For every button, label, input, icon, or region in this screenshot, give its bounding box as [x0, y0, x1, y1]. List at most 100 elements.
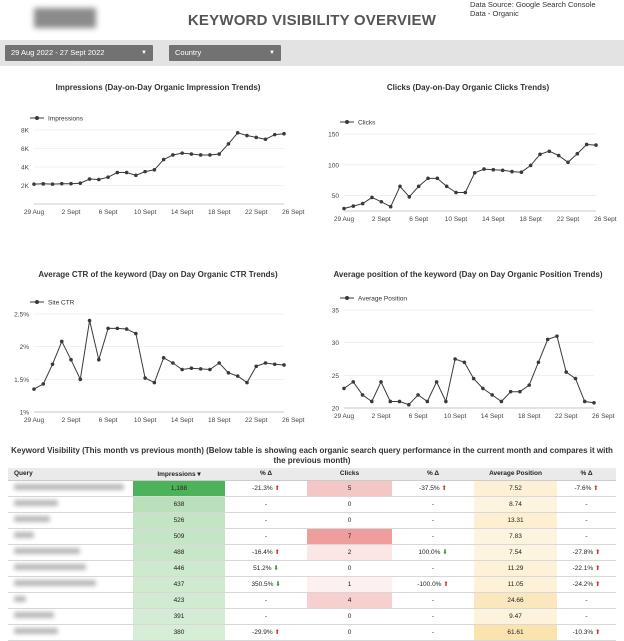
clicks-change-cell: - [392, 512, 474, 529]
arrow-up-icon: ⬆ [593, 549, 601, 556]
impressions-change-cell: -29.9% ⬆ [225, 624, 307, 641]
data-point [471, 376, 476, 381]
data-type-line: Data - Organic [470, 9, 519, 18]
table-row[interactable]: 380 -29.9% ⬆ 0-61.61 -10.3% ⬆ [8, 624, 616, 641]
impressions-cell: 380 [133, 624, 225, 641]
column-header-clicks-change[interactable]: % Δ [392, 468, 474, 481]
change-value: - [585, 532, 588, 540]
data-point [481, 386, 485, 391]
change-value: 350.5% [251, 581, 274, 588]
arrow-down-icon: ⬇ [440, 549, 448, 556]
clicks-change-cell: -100.0% ⬆ [392, 576, 474, 593]
data-point [78, 181, 83, 185]
arrow-up-icon: ⬆ [272, 485, 280, 492]
change-value: -29.9% [252, 629, 273, 636]
data-point [171, 361, 175, 365]
table-row[interactable]: 1,188 -21.3% ⬆ 5 -37.5% ⬆ 7.52 -7.6% ⬆ [8, 480, 616, 497]
y-tick-label: 150 [328, 132, 339, 139]
data-point [444, 184, 449, 189]
data-point [444, 399, 448, 404]
data-point [171, 153, 175, 157]
impressions-cell: 423 [133, 592, 225, 609]
data-point [370, 195, 374, 200]
x-tick-label: 22 Sept [557, 216, 580, 223]
clicks-change-cell: -37.5% ⬆ [392, 480, 474, 497]
data-point [97, 357, 101, 362]
table-row[interactable]: 638 - 0 - 8.74 - [8, 496, 616, 513]
clicks-change-cell: - [392, 560, 474, 577]
clicks-cell: 1 [307, 576, 392, 593]
table-row[interactable]: 526 - 0 - 13.31 - [8, 512, 616, 529]
table-row[interactable]: 488 -16.4% ⬆ 2 100.0% ⬇ 7.54 -27.8% ⬆ [8, 544, 616, 561]
data-point [508, 389, 513, 394]
y-tick-label: 30 [332, 340, 340, 347]
x-tick-label: 29 Aug [24, 417, 45, 424]
arrow-up-icon: ⬆ [593, 581, 601, 588]
y-tick-label: 2.5% [14, 312, 29, 319]
redacted-query-text [14, 516, 50, 522]
arrow-up-icon: ⬆ [441, 581, 449, 588]
data-point [50, 362, 55, 367]
clicks-cell: 5 [307, 480, 392, 497]
data-point [115, 170, 120, 175]
data-point [351, 204, 356, 208]
data-point [388, 204, 393, 209]
data-point [510, 169, 514, 174]
table-row[interactable]: 437 350.5% ⬇ 1 -100.0% ⬆ 11.05 -24.2% ⬆ [8, 576, 616, 593]
data-point [545, 337, 550, 342]
y-tick-label: 100 [328, 162, 339, 169]
data-point [106, 326, 110, 331]
series-line [343, 335, 595, 406]
column-header-position-change[interactable]: % Δ [557, 468, 616, 481]
table-row[interactable]: 509 - 7 - 7.83 - [8, 528, 616, 545]
data-point [78, 377, 83, 382]
data-point [426, 176, 430, 181]
column-header-impressions-change[interactable]: % Δ [225, 468, 307, 481]
data-point [41, 182, 46, 186]
x-tick-label: 2 Sept [372, 413, 391, 420]
position-change-cell: -22.1% ⬆ [557, 560, 616, 577]
country-filter[interactable]: Country ▼ [169, 45, 281, 61]
chart-title: Average position of the keyword (Day on … [333, 270, 603, 279]
data-point [538, 152, 542, 157]
change-value: - [585, 612, 588, 620]
change-value: 51.2% [253, 565, 272, 572]
data-point [254, 135, 259, 140]
table-row[interactable]: 446 51.2% ⬇ 0-11.29 -22.1% ⬆ [8, 560, 616, 577]
table-row[interactable]: 391 - 0 - 9.47 - [8, 608, 616, 625]
column-header-impressions[interactable]: Impressions ▾ [133, 468, 225, 481]
x-tick-label: 6 Sept [409, 216, 428, 223]
change-value: - [431, 516, 435, 524]
data-point [491, 167, 496, 172]
data-point [584, 142, 589, 147]
data-point [398, 184, 402, 189]
data-point [180, 367, 184, 372]
column-header-clicks[interactable]: Clicks [307, 468, 392, 481]
data-point [208, 153, 212, 157]
position-change-cell: - [557, 608, 616, 625]
impressions-change-cell: -21.3% ⬆ [225, 480, 307, 497]
change-value: - [264, 612, 268, 620]
table-row[interactable]: 423 - 4 - 24.66 - [8, 592, 616, 609]
data-point [282, 363, 286, 367]
data-point [263, 137, 268, 142]
keyword-table-title: Keyword Visibility (This month vs previo… [11, 446, 613, 465]
y-tick-label: 20 [332, 406, 340, 413]
change-value: - [431, 532, 435, 540]
change-value: -10.3% [572, 629, 594, 636]
data-point [425, 399, 430, 404]
change-value: - [585, 500, 588, 508]
x-tick-label: 6 Sept [99, 209, 118, 216]
column-header-query[interactable]: Query [8, 468, 133, 481]
data-point [463, 190, 468, 195]
x-tick-label: 26 Sept [592, 413, 615, 420]
date-range-picker[interactable]: 29 Aug 2022 - 27 Sept 2022 ▼ [5, 45, 153, 61]
column-header-position[interactable]: Average Position [474, 468, 557, 481]
brand-logo-blurred [34, 8, 96, 28]
chevron-down-icon: ▼ [269, 50, 275, 56]
data-point [360, 393, 365, 397]
x-tick-label: 18 Sept [518, 413, 541, 420]
impressions-chart-svg: 2K 4K 6K 8K 29 Aug 2 Sept 6 Sept 10 Sept 14 Sept… [21, 116, 305, 217]
change-value: 100.0% [418, 549, 441, 556]
data-point [388, 399, 393, 404]
